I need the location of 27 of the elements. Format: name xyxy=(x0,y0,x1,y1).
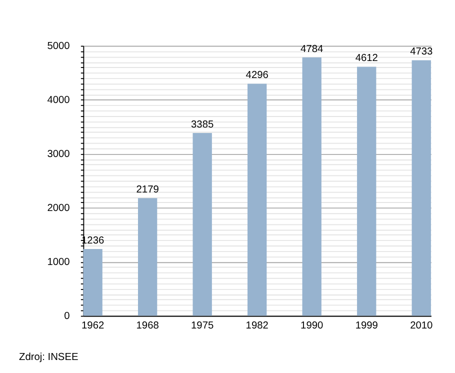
x-tick-label: 1982 xyxy=(246,320,269,332)
data-label: 4296 xyxy=(246,70,269,82)
bar xyxy=(302,57,322,316)
y-tick-label: 1000 xyxy=(47,257,70,268)
y-tick-label: 3000 xyxy=(47,149,70,160)
x-tick-label: 1962 xyxy=(82,320,104,332)
bar xyxy=(83,249,102,316)
x-tick-label: 1968 xyxy=(136,320,160,332)
data-label: 4612 xyxy=(355,53,378,64)
y-tick-label: 0 xyxy=(64,311,70,322)
bar xyxy=(357,66,376,316)
x-tick-label: 1975 xyxy=(191,320,214,332)
bar xyxy=(192,132,212,316)
bar xyxy=(248,84,267,316)
x-tick-label: 1999 xyxy=(355,320,378,332)
bar xyxy=(138,198,158,316)
y-tick-label: 4000 xyxy=(47,95,70,106)
x-tick-label: 2010 xyxy=(410,320,434,332)
y-tick-label: 5000 xyxy=(47,41,70,52)
data-label: 3385 xyxy=(191,119,214,130)
data-label: 4733 xyxy=(410,46,434,58)
x-tick-label: 1990 xyxy=(300,320,324,332)
data-label: 2179 xyxy=(136,184,160,196)
text: Zdroj: INSEE xyxy=(18,352,78,364)
y-tick-label: 2000 xyxy=(47,203,70,214)
bar xyxy=(412,60,431,316)
data-label: 4784 xyxy=(300,44,324,55)
